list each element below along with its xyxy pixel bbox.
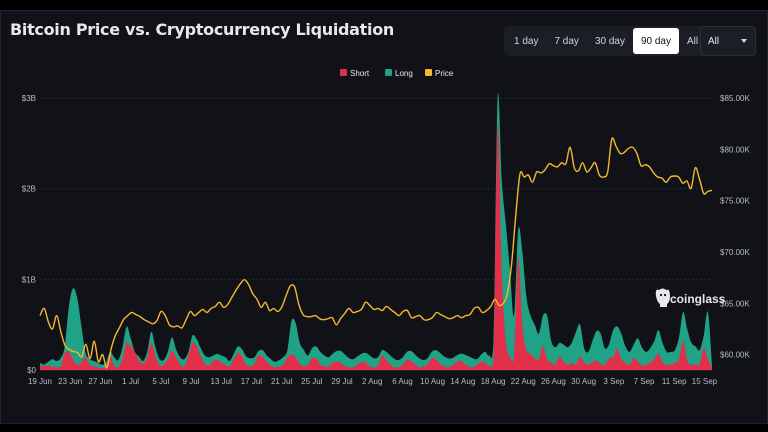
x-tick-label: 26 Aug [541,377,566,386]
x-tick-label: 18 Aug [481,377,506,386]
x-tick-label: 23 Jun [58,377,82,386]
range-button-1-day[interactable]: 1 day [514,35,539,47]
y-right-tick-label: $85.00K [720,94,750,103]
y-right-tick-label: $60.00K [720,351,750,360]
legend-swatch-long [385,69,392,76]
x-tick-label: 6 Aug [392,377,412,386]
chevron-down-icon [741,39,747,43]
x-tick-label: 2 Aug [362,377,382,386]
y-right-tick-label: $75.00K [720,197,750,206]
x-tick-label: 29 Jul [331,377,353,386]
x-tick-label: 21 Jul [271,377,293,386]
coinglass-watermark: coinglass [655,288,726,307]
range-button-all[interactable]: All [687,35,699,47]
legend: Short Long Price [340,69,454,78]
x-tick-label: 15 Sep [692,377,718,386]
x-tick-label: 10 Aug [420,377,445,386]
y-left-tick-label: $0 [27,366,36,375]
x-tick-label: 9 Jul [183,377,200,386]
range-button-30-day[interactable]: 30 day [594,35,625,47]
legend-label-short: Short [350,69,370,78]
x-tick-label: 7 Sep [634,377,655,386]
y-left-tick-label: $1B [22,275,36,284]
exchange-select-value: All [708,35,720,47]
y-left-tick-label: $2B [22,185,36,194]
x-tick-label: 11 Sep [662,377,687,386]
y-right-tick-label: $65.00K [720,299,750,308]
x-tick-label: 1 Jul [122,377,139,386]
x-tick-label: 22 Aug [511,377,536,386]
x-tick-label: 17 Jul [241,377,263,386]
x-tick-label: 14 Aug [450,377,475,386]
x-tick-label: 19 Jun [28,377,52,386]
chart-title: Bitcoin Price vs. Cryptocurrency Liquida… [10,20,394,39]
x-tick-label: 30 Aug [571,377,596,386]
y-right-tick-label: $70.00K [720,248,750,257]
range-button-7-day[interactable]: 7 day [554,35,579,47]
x-tick-label: 5 Jul [152,377,169,386]
coinglass-logo-icon [655,288,670,307]
legend-swatch-price [425,69,432,76]
legend-label-long: Long [395,69,413,78]
x-tick-label: 3 Sep [603,377,624,386]
short-series-area [40,123,712,371]
y-left-tick-label: $3B [22,94,36,103]
legend-swatch-short [340,69,347,76]
x-tick-label: 13 Jul [211,377,233,386]
time-range-selector: 1 day 7 day 30 day 90 day All [504,26,709,56]
price-series-line [39,137,713,369]
plot-area [39,92,713,371]
axes: $0 $1B $2B $3B $60.00K $65.00K $70.00K $75.00K $… [22,94,751,386]
long-series-area [40,92,712,370]
x-tick-label: 25 Jul [301,377,323,386]
x-tick-label: 27 Jun [88,377,112,386]
range-button-90-day[interactable]: 90 day [632,28,679,54]
watermark-text: coinglass [670,292,726,306]
legend-label-price: Price [435,69,454,78]
y-right-tick-label: $80.00K [720,145,750,154]
exchange-select[interactable]: All [700,26,756,56]
